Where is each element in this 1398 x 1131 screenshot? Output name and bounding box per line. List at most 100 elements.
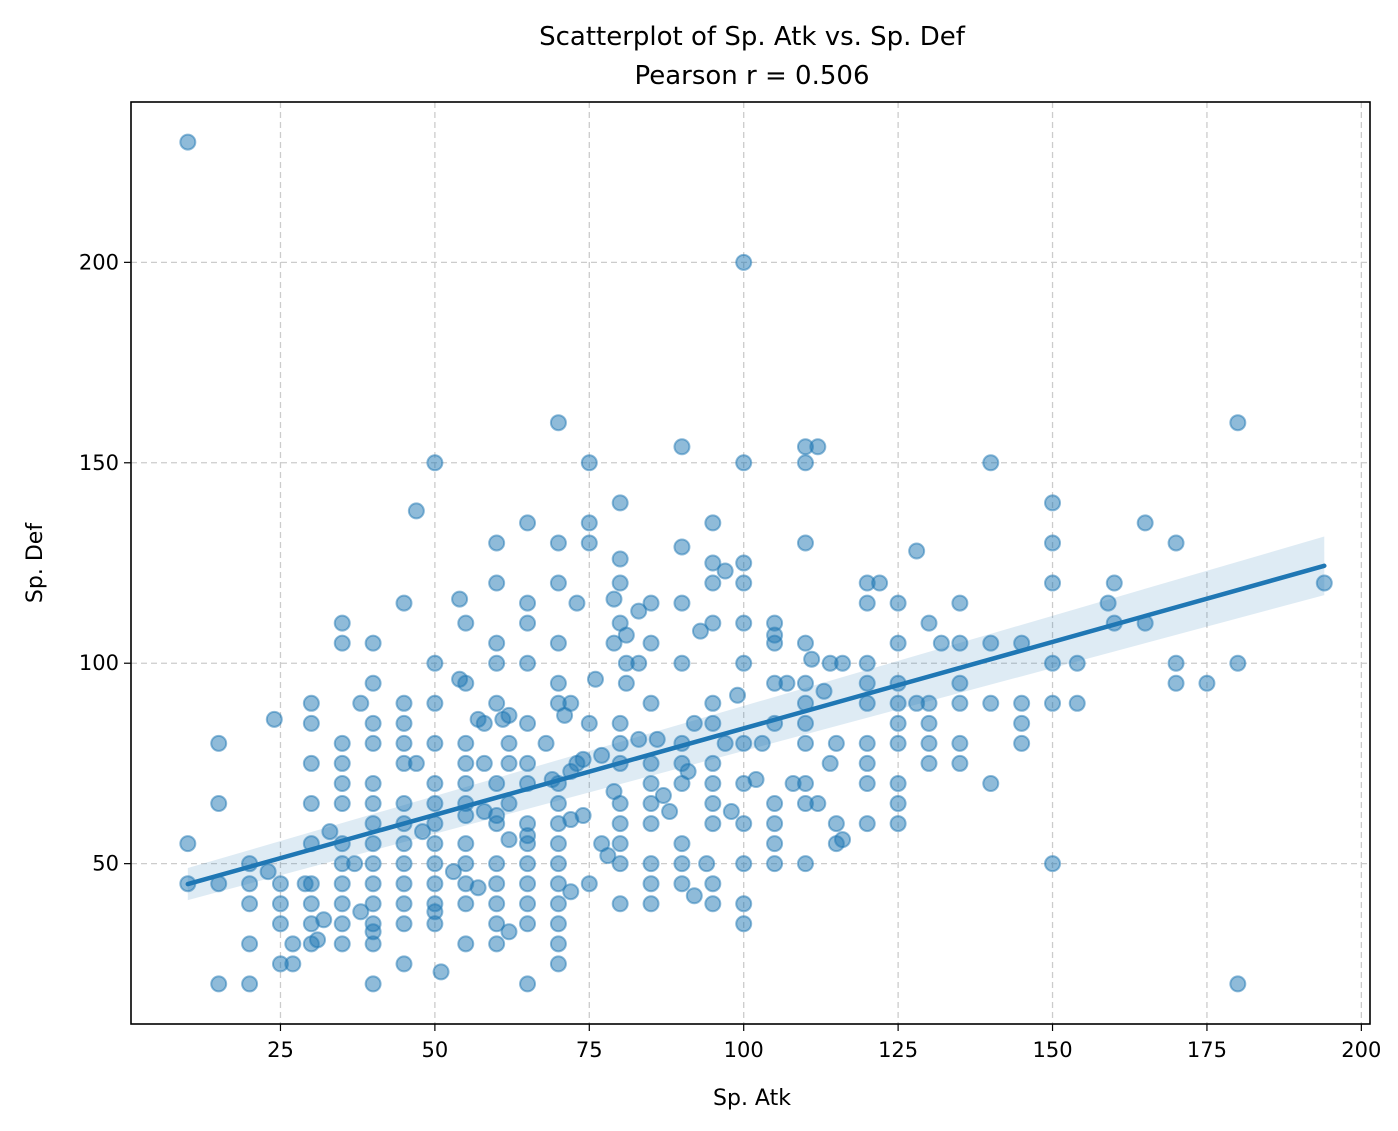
data-point [889,694,907,712]
data-point [920,734,938,752]
data-point [426,875,444,893]
data-point [796,774,814,792]
data-point [698,855,716,873]
data-point [858,654,876,672]
data-point [519,714,537,732]
data-point [1229,654,1247,672]
data-point [673,774,691,792]
chart-title: Scatterplot of Sp. Atk vs. Sp. Def [539,22,966,52]
data-point [568,594,586,612]
data-point [821,754,839,772]
data-point [611,734,629,752]
data-point [716,562,734,580]
data-point [735,895,753,913]
data-point [302,895,320,913]
data-point [210,975,228,993]
data-point [889,734,907,752]
data-point [796,734,814,752]
data-points [179,133,1333,993]
data-point [1044,574,1062,592]
data-point [722,803,740,821]
data-point [735,253,753,271]
data-point [395,875,413,893]
data-point [735,454,753,472]
data-point [271,895,289,913]
data-point [426,694,444,712]
data-point [364,895,382,913]
data-point [796,714,814,732]
data-point [611,550,629,568]
data-point [562,883,580,901]
data-point [611,815,629,833]
data-point [500,923,518,941]
data-point [951,594,969,612]
data-point [475,754,493,772]
data-point [685,887,703,905]
x-tick-label: 175 [1187,1038,1227,1062]
data-point [241,895,259,913]
data-point [642,795,660,813]
data-point [519,654,537,672]
data-point [549,855,567,873]
data-point [549,414,567,432]
data-point [1315,574,1333,592]
data-point [519,835,537,853]
x-tick-label: 125 [878,1038,918,1062]
data-point [951,754,969,772]
data-point [457,807,475,825]
x-tick-label: 75 [576,1038,603,1062]
data-point [309,931,327,949]
data-point [333,734,351,752]
data-point [302,754,320,772]
data-point [1044,855,1062,873]
x-tick-label: 200 [1341,1038,1381,1062]
confidence-band-area [187,536,1325,901]
data-point [444,863,462,881]
data-point [302,795,320,813]
data-point [889,634,907,652]
data-point [488,895,506,913]
data-point [457,674,475,692]
data-point [889,815,907,833]
data-point [395,855,413,873]
y-tick-label: 50 [92,852,119,876]
data-point [1198,674,1216,692]
confidence-band [187,536,1325,901]
data-point [1099,594,1117,612]
data-point [364,795,382,813]
data-point [488,807,506,825]
data-point [611,795,629,813]
data-point [642,855,660,873]
data-point [395,955,413,973]
data-point [364,975,382,993]
data-point [426,855,444,873]
data-point [1105,574,1123,592]
data-point [395,915,413,933]
data-point [395,734,413,752]
data-point [426,774,444,792]
data-point [982,774,1000,792]
data-point [982,454,1000,472]
data-point [364,935,382,953]
data-point [1013,734,1031,752]
data-point [395,594,413,612]
data-point [1044,654,1062,672]
data-point [549,574,567,592]
data-point [611,494,629,512]
data-point [1229,975,1247,993]
data-point [642,694,660,712]
data-point [778,674,796,692]
data-point [1013,714,1031,732]
data-point [630,602,648,620]
data-point [704,774,722,792]
data-point [488,534,506,552]
data-point [704,754,722,772]
data-point [457,855,475,873]
data-point [648,730,666,748]
data-point [1068,654,1086,672]
x-tick-label: 25 [267,1038,294,1062]
data-point [488,654,506,672]
data-point [580,534,598,552]
y-axis-ticks: 50 100 150 200 [79,250,131,876]
